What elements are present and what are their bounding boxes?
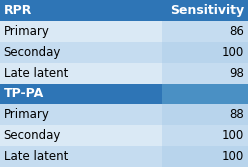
Text: 100: 100: [222, 150, 244, 163]
Text: 100: 100: [222, 46, 244, 59]
Text: Late latent: Late latent: [4, 67, 68, 79]
Text: 88: 88: [230, 108, 244, 121]
Text: Late latent: Late latent: [4, 150, 68, 163]
FancyBboxPatch shape: [162, 146, 248, 167]
Text: RPR: RPR: [4, 4, 32, 17]
FancyBboxPatch shape: [162, 104, 248, 125]
Text: Seconday: Seconday: [4, 46, 61, 59]
FancyBboxPatch shape: [0, 63, 162, 84]
FancyBboxPatch shape: [0, 146, 162, 167]
FancyBboxPatch shape: [162, 42, 248, 63]
Text: Sensitivity: Sensitivity: [170, 4, 244, 17]
Text: 100: 100: [222, 129, 244, 142]
FancyBboxPatch shape: [162, 84, 248, 104]
FancyBboxPatch shape: [0, 21, 162, 42]
FancyBboxPatch shape: [0, 104, 162, 125]
FancyBboxPatch shape: [162, 21, 248, 42]
Text: Primary: Primary: [4, 25, 50, 38]
FancyBboxPatch shape: [162, 63, 248, 84]
Text: 86: 86: [229, 25, 244, 38]
FancyBboxPatch shape: [0, 42, 162, 63]
FancyBboxPatch shape: [162, 125, 248, 146]
FancyBboxPatch shape: [0, 0, 162, 21]
Text: Primary: Primary: [4, 108, 50, 121]
Text: TP-PA: TP-PA: [4, 88, 44, 100]
FancyBboxPatch shape: [162, 0, 248, 21]
Text: Seconday: Seconday: [4, 129, 61, 142]
FancyBboxPatch shape: [0, 125, 162, 146]
Text: 98: 98: [229, 67, 244, 79]
FancyBboxPatch shape: [0, 84, 162, 104]
